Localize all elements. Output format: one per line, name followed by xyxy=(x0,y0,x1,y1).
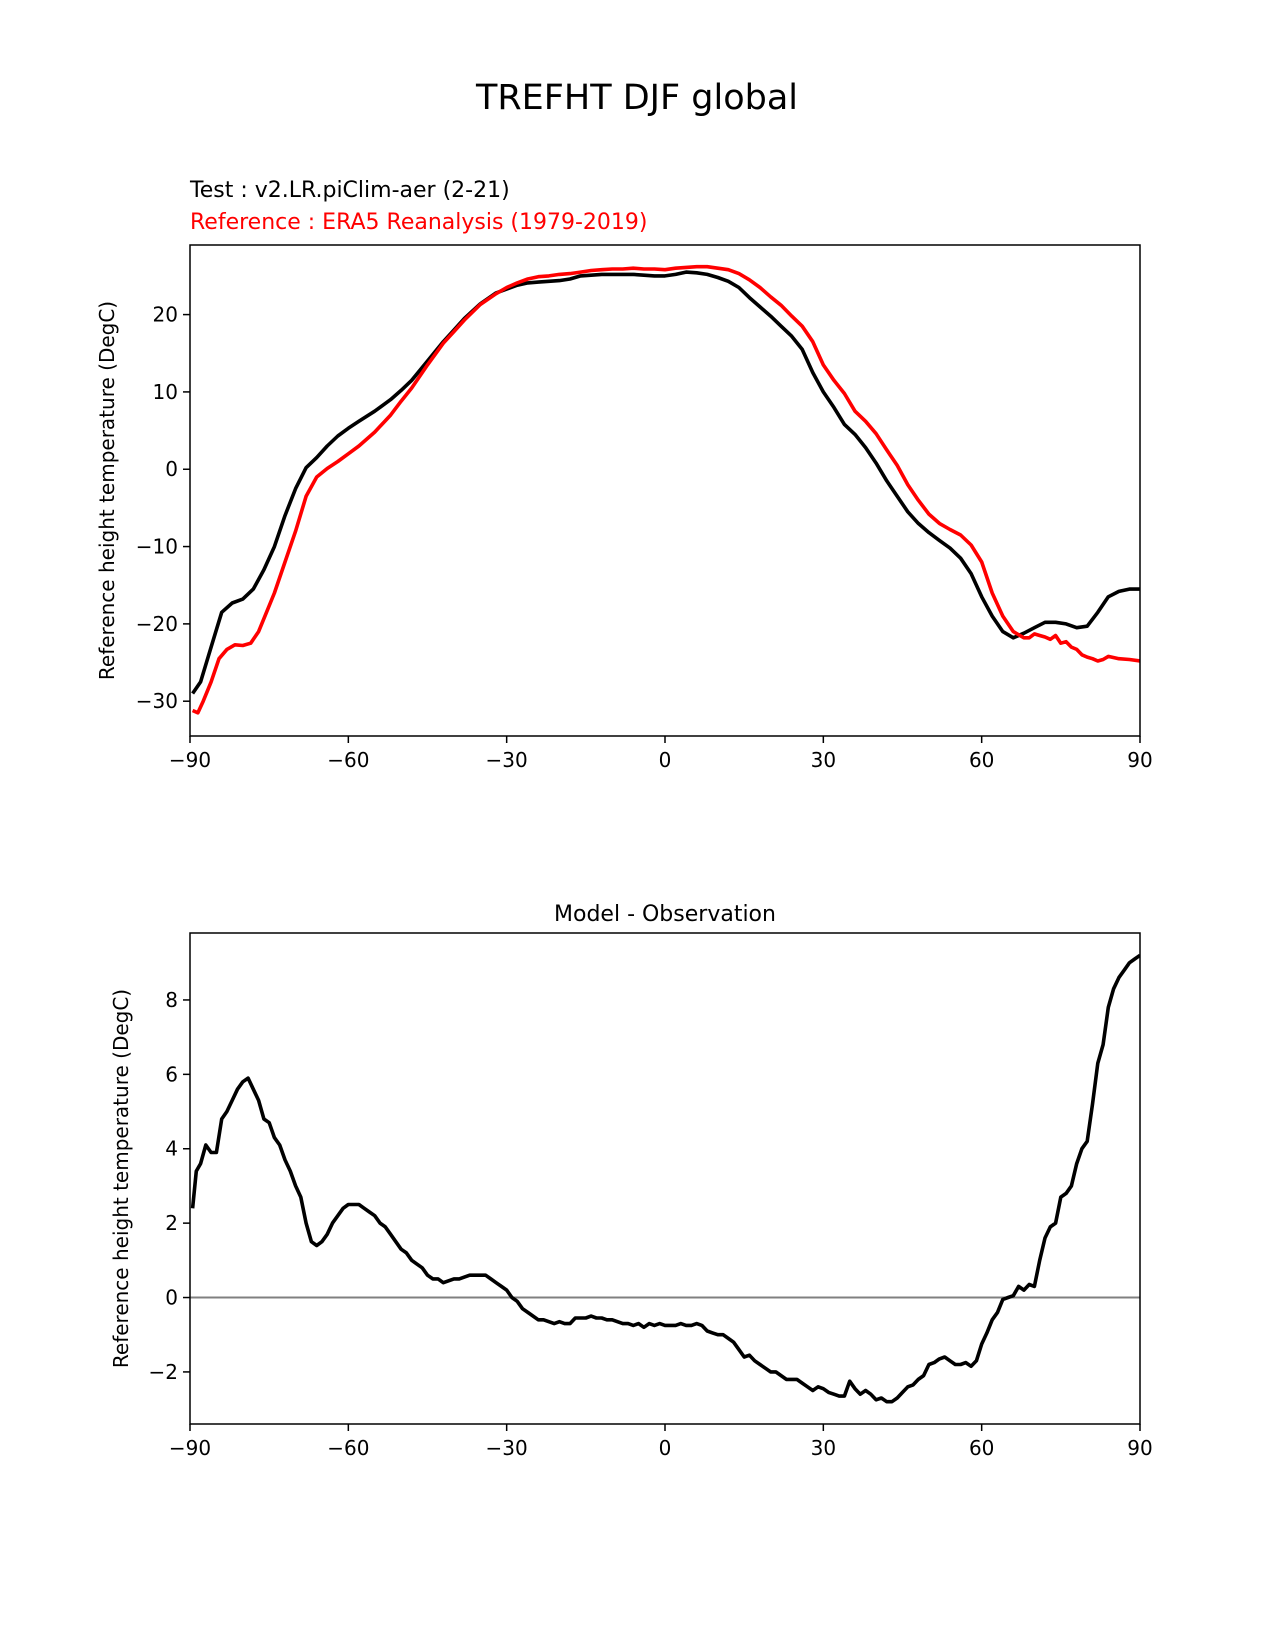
y-tick-label: 0 xyxy=(165,457,178,481)
x-tick-label: 90 xyxy=(1127,1436,1152,1460)
test-label: Test : v2.LR.piClim-aer (2-21) xyxy=(189,178,510,203)
series-line-difference xyxy=(190,953,1140,1404)
y-tick-label: −20 xyxy=(136,612,178,636)
panel-2: Model - Observation −90 −60 −30 0 30 60 90 −2 0 2 4… xyxy=(109,902,1153,1460)
y-tick-label: 20 xyxy=(153,303,178,327)
x-tick-label: 30 xyxy=(811,748,836,772)
y-tick-label: 2 xyxy=(165,1211,178,1235)
y-tick-label: 4 xyxy=(165,1137,178,1161)
y-tick-label: −10 xyxy=(136,535,178,559)
x-tick-label: −60 xyxy=(327,748,369,772)
x-tick-label: −90 xyxy=(169,748,211,772)
y-tick-label: 0 xyxy=(165,1286,178,1310)
x-tick-label: −60 xyxy=(327,1436,369,1460)
x-tick-label: −30 xyxy=(486,748,528,772)
x-tick-label: 90 xyxy=(1127,748,1152,772)
series-line-reference xyxy=(191,264,1140,715)
x-tick-label: 60 xyxy=(969,1436,994,1460)
subplot-title: Model - Observation xyxy=(554,902,776,927)
x-tick-label: 0 xyxy=(659,1436,672,1460)
y-axis-label: Reference height temperature (DegC) xyxy=(109,989,133,1368)
reference-label: Reference : ERA5 Reanalysis (1979-2019) xyxy=(190,210,648,235)
y-tick-label: 6 xyxy=(165,1062,178,1086)
figure-title: TREFHT DJF global xyxy=(475,78,798,118)
x-tick-label: 60 xyxy=(969,748,994,772)
panel-1: −90 −60 −30 0 30 60 90 −30 −20 −10 0 10 20 Reference … xyxy=(95,244,1153,772)
axes-frame xyxy=(189,244,1141,737)
x-tick-label: 0 xyxy=(659,748,672,772)
y-axis-label: Reference height temperature (DegC) xyxy=(95,301,119,680)
y-tick-label: 10 xyxy=(153,380,178,404)
y-tick-label: −2 xyxy=(149,1360,178,1384)
y-tick-label: −30 xyxy=(136,689,178,713)
x-tick-label: 30 xyxy=(811,1436,836,1460)
x-tick-label: −30 xyxy=(486,1436,528,1460)
x-tick-label: −90 xyxy=(169,1436,211,1460)
axes-frame xyxy=(189,932,1141,1425)
y-tick-label: 8 xyxy=(165,988,178,1012)
series-line-test xyxy=(191,270,1140,695)
